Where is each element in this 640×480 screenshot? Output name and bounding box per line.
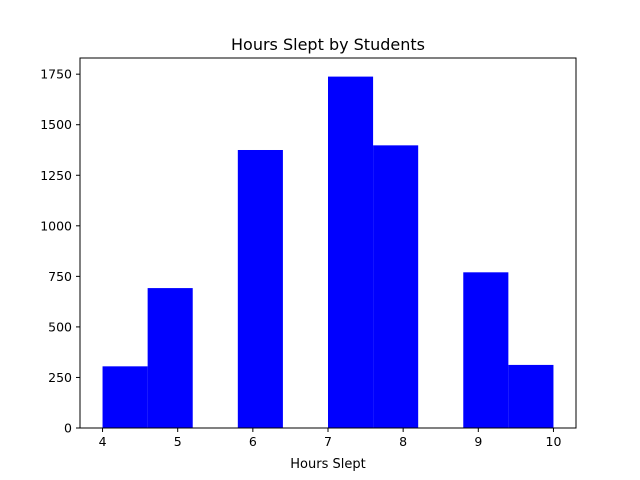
x-tick-label-5: 9 [474,434,482,449]
x-tick-label-6: 10 [546,434,562,449]
x-axis-label: Hours Slept [290,457,365,472]
histogram-bar-0 [102,366,148,428]
histogram-bar-8 [463,272,509,428]
x-tick-label-4: 8 [399,434,407,449]
x-tick-label-0: 4 [99,434,107,449]
chart-title: Hours Slept by Students [231,35,425,54]
y-tick-label-6: 1500 [40,117,72,132]
histogram-bar-9 [508,364,554,428]
histogram-bar-6 [373,145,419,428]
y-tick-label-0: 0 [64,421,72,436]
y-tick-label-7: 1750 [40,67,72,82]
x-tick-label-1: 5 [174,434,182,449]
y-tick-label-2: 500 [48,319,72,334]
plot-frame [79,57,577,429]
x-tick-label-3: 7 [324,434,332,449]
y-axis-ticks: 0 250 500 750 1000 1250 1500 1750 [40,67,80,436]
y-tick-label-5: 1250 [40,168,72,183]
histogram-bar-5 [328,76,374,429]
bars-group [102,76,554,429]
x-tick-label-2: 6 [249,434,257,449]
histogram-bar-1 [147,288,193,428]
histogram-bar-3 [237,149,283,428]
y-tick-label-4: 1000 [40,218,72,233]
y-tick-label-3: 750 [48,269,72,284]
x-axis-ticks: 4 5 6 7 8 9 10 [99,428,562,449]
y-tick-label-1: 250 [48,370,72,385]
